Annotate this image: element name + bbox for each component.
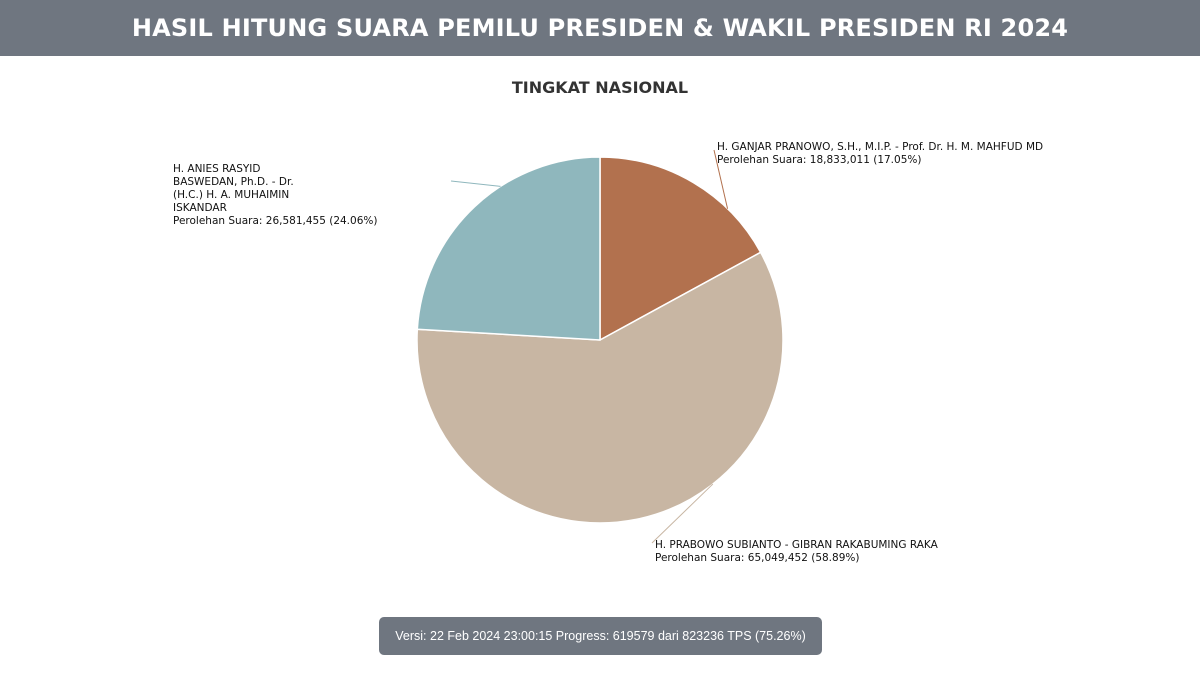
chart-title: TINGKAT NASIONAL <box>511 78 689 97</box>
pie-slice-anies[interactable] <box>416 156 601 341</box>
slice-label-name: H. GANJAR PRANOWO, S.H., M.I.P. - Prof. … <box>717 141 1044 153</box>
pie-slice-ganjar[interactable] <box>599 156 762 342</box>
slice-label-votes: Perolehan Suara: 18,833,011 (17.05%) <box>717 154 922 166</box>
slice-label-anies: H. ANIES RASYID BASWEDAN, Ph.D. - Dr. (H… <box>173 163 378 228</box>
page-title: HASIL HITUNG SUARA PEMILU PRESIDEN & WAK… <box>131 14 1069 42</box>
page-header: HASIL HITUNG SUARA PEMILU PRESIDEN & WAK… <box>0 0 1200 56</box>
slice-label-votes: Perolehan Suara: 26,581,455 (24.06%) <box>173 215 378 227</box>
connector-line-anies <box>450 180 501 187</box>
slice-label-votes: Perolehan Suara: 65,049,452 (58.89%) <box>655 552 860 564</box>
slice-label-ganjar: H. GANJAR PRANOWO, S.H., M.I.P. - Prof. … <box>717 141 1043 167</box>
slice-label-name: H. ANIES RASYID BASWEDAN, Ph.D. - Dr. (H… <box>173 163 294 214</box>
slice-label-name: H. PRABOWO SUBIANTO - GIBRAN RAKABUMING … <box>655 539 938 551</box>
connector-line-ganjar <box>713 149 729 209</box>
slice-label-prabowo: H. PRABOWO SUBIANTO - GIBRAN RAKABUMING … <box>655 539 938 565</box>
progress-status-text: Versi: 22 Feb 2024 23:00:15 Progress: 61… <box>395 629 806 643</box>
pie-slice-prabowo[interactable] <box>416 251 784 524</box>
connector-line-prabowo <box>651 483 714 544</box>
progress-status-box: Versi: 22 Feb 2024 23:00:15 Progress: 61… <box>379 617 822 655</box>
